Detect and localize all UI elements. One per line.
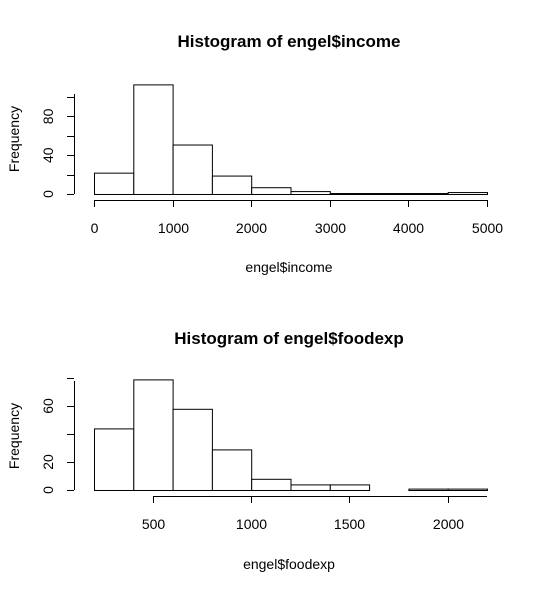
income-y-tick-label-1: 40 [40,147,56,163]
income-bar-4 [251,187,292,196]
income-x-tick-label-3: 3000 [315,220,346,236]
foodexp-x-tick-label-1: 1000 [236,516,267,532]
foodexp-bar-2 [172,408,213,491]
foodexp-x-axis: 500 1000 1500 2000 [142,496,487,532]
income-bar-0 [94,172,135,196]
foodexp-bar-5 [290,484,331,491]
income-bar-8 [408,193,449,195]
foodexp-x-tick-label-2: 1500 [334,516,365,532]
income-x-tick-label-2: 2000 [236,220,267,236]
income-bar-3 [211,175,253,196]
foodexp-histogram-panel: Histogram of engel$foodexp 0 20 60 500 1000… [6,329,489,572]
income-histogram-panel: Histogram of engel$income 0 40 80 0 1000 200… [6,32,503,275]
income-x-axis: 0 1000 2000 3000 4000 5000 [91,200,503,236]
foodexp-bar-4 [251,478,292,491]
foodexp-y-axis-label: Frequency [6,403,22,469]
foodexp-bars [94,379,489,492]
income-x-axis-label: engel$income [245,259,332,275]
foodexp-bar-8 [408,488,449,492]
income-bar-5 [290,191,331,195]
income-x-tick-label-1: 1000 [158,220,189,236]
foodexp-x-axis-label: engel$foodexp [243,556,335,572]
foodexp-bar-9 [447,488,489,492]
foodexp-y-tick-label-2: 60 [40,398,56,414]
income-x-tick-label-0: 0 [91,220,99,236]
foodexp-x-tick-label-0: 500 [142,516,166,532]
income-bar-2 [172,144,213,195]
foodexp-bar-6 [329,484,371,491]
income-y-axis-label: Frequency [6,106,22,172]
foodexp-y-tick-label-1: 20 [40,454,56,470]
income-y-tick-label-2: 80 [40,108,56,124]
income-bar-6 [329,193,371,195]
foodexp-y-tick-label-0: 0 [40,486,56,494]
foodexp-bar-1 [133,379,174,491]
income-y-axis: 0 40 80 [40,94,75,198]
foodexp-y-axis: 0 20 60 [40,378,75,494]
income-x-tick-label-5: 5000 [472,220,503,236]
income-x-tick-label-4: 4000 [393,220,424,236]
income-bars [94,84,489,196]
income-y-tick-label-0: 0 [40,190,56,198]
income-bar-1 [133,84,174,195]
foodexp-chart-title: Histogram of engel$foodexp [174,329,404,348]
foodexp-bar-0 [94,428,135,491]
foodexp-bar-3 [211,449,253,491]
income-bar-9 [447,192,489,195]
income-bar-7 [369,193,410,195]
income-chart-title: Histogram of engel$income [178,32,401,51]
foodexp-x-tick-label-3: 2000 [433,516,464,532]
